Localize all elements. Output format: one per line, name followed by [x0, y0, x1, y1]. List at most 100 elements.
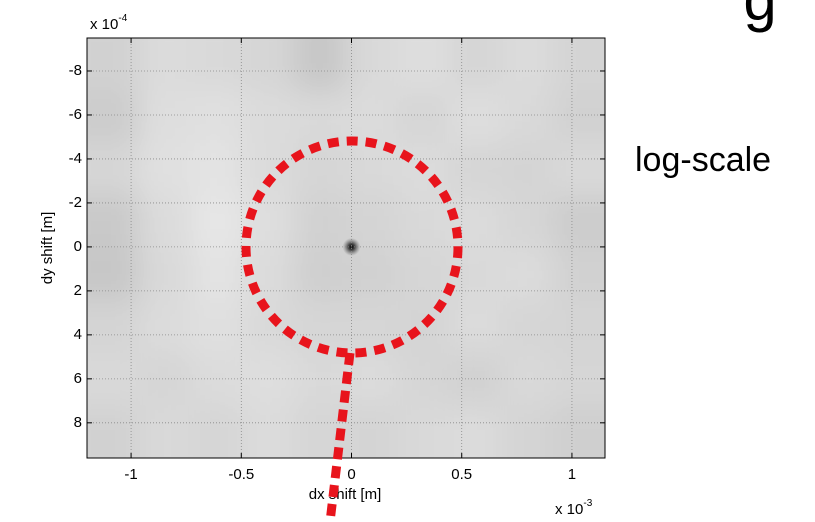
- heatmap-cell: [242, 300, 295, 354]
- heatmap-cell: [346, 300, 399, 354]
- heatmap-cell: [190, 353, 243, 406]
- heatmap-cell: [138, 143, 192, 196]
- y-multiplier-base: x 10: [90, 16, 118, 33]
- heatmap-cell: [294, 353, 347, 406]
- y-tick-label: -4: [69, 150, 82, 167]
- heatmap-cell: [449, 353, 502, 406]
- heatmap-cell: [242, 143, 295, 196]
- heatmap-cell: [553, 143, 605, 196]
- heatmap-cell: [190, 143, 243, 196]
- heatmap-cell: [138, 90, 192, 144]
- pointer-line: [325, 352, 355, 522]
- plot-frame: [86, 37, 606, 459]
- heatmap-cell: [501, 195, 554, 249]
- heatmap-cell: [87, 248, 140, 301]
- y-tick-label: 8: [74, 414, 82, 431]
- heatmap-cell: [138, 405, 192, 458]
- x-tick-label: 1: [568, 466, 576, 483]
- heatmap-cell: [190, 248, 243, 301]
- heatmap-cell: [294, 143, 347, 196]
- heatmap-cell: [449, 143, 502, 196]
- heatmap-cell: [294, 195, 347, 249]
- heatmap-cell: [138, 353, 192, 406]
- heatmap-cell: [397, 405, 451, 458]
- heatmap-cell: [190, 90, 243, 144]
- heatmap-cell: [190, 38, 243, 91]
- heatmap-cell: [138, 38, 192, 91]
- heatmap-cell: [397, 353, 451, 406]
- heatmap-cell: [138, 300, 192, 354]
- highlight-overlay: [241, 136, 463, 522]
- y-exponent: -4: [118, 13, 127, 24]
- heatmap-cell: [397, 195, 451, 249]
- heatmap-cell: [553, 300, 605, 354]
- heatmap-cell: [449, 195, 502, 249]
- heatmap-cell: [449, 405, 502, 458]
- y-tick-label: -2: [69, 194, 82, 211]
- x-multiplier: x 10-3: [555, 498, 593, 518]
- heatmap-cell: [553, 90, 605, 144]
- heatmap-cell: [397, 90, 451, 144]
- heatmap-cell: [501, 143, 554, 196]
- x-multiplier-base: x 10: [555, 501, 583, 518]
- x-tick-label: -1: [124, 466, 137, 483]
- heatmap-cell: [190, 300, 243, 354]
- heatmap-cell: [553, 195, 605, 249]
- y-tick-label: 4: [74, 326, 82, 343]
- annotation: log-scale: [635, 141, 771, 179]
- heatmap-cell: [553, 248, 605, 301]
- heatmap-cell: [242, 38, 295, 91]
- heatmap-cell: [242, 90, 295, 144]
- y-axis-label: dy shift [m]: [39, 212, 56, 285]
- heatmap-cell: [294, 38, 347, 91]
- y-tick-label: 6: [74, 370, 82, 387]
- x-tick-label: -0.5: [228, 466, 254, 483]
- x-tick-label: 0: [347, 466, 355, 483]
- heatmap-cell: [449, 90, 502, 144]
- heatmap-cell: [242, 195, 295, 249]
- x-axis-label: dx shift [m]: [309, 486, 382, 503]
- heatmap-cell: [87, 38, 140, 91]
- heatmap-cell: [346, 405, 399, 458]
- y-tick-label: 2: [74, 282, 82, 299]
- heatmap-cell: [87, 300, 140, 354]
- heatmap-cell: [346, 38, 399, 91]
- heatmap-cell: [501, 248, 554, 301]
- heatmap-cell: [397, 248, 451, 301]
- heatmap-cell: [501, 353, 554, 406]
- y-tick-label: -8: [69, 62, 82, 79]
- heatmap-cell: [553, 405, 605, 458]
- y-multiplier: x 10-4: [90, 13, 128, 33]
- heatmap-cell: [294, 90, 347, 144]
- heatmap-cell: [87, 405, 140, 458]
- heatmap-cell: [242, 353, 295, 406]
- heatmap-cell: [553, 353, 605, 406]
- x-exponent: -3: [583, 498, 592, 509]
- heatmap-cell: [501, 90, 554, 144]
- heatmap-cell: [87, 353, 140, 406]
- heatmap-cell: [87, 195, 140, 249]
- heatmap-cell: [138, 248, 192, 301]
- heatmap-cell: [190, 405, 243, 458]
- heatmap-cell: [397, 38, 451, 91]
- heatmap: [87, 38, 605, 458]
- heatmap-cell: [346, 248, 399, 301]
- heatmap-cell: [294, 248, 347, 301]
- heatmap-cell: [87, 143, 140, 196]
- heatmap-cell: [138, 195, 192, 249]
- y-tick-label: 0: [74, 238, 82, 255]
- x-tick-label: 0.5: [451, 466, 472, 483]
- heatmap-cell: [242, 405, 295, 458]
- heatmap-cell: [346, 353, 399, 406]
- heatmap-cell: [190, 195, 243, 249]
- heatmap-cell: [346, 90, 399, 144]
- heatmap-cell: [501, 38, 554, 91]
- heatmap-cell: [449, 300, 502, 354]
- highlight-circle: [241, 136, 463, 358]
- heading-fragment: g: [743, 0, 776, 33]
- y-tick-label: -6: [69, 106, 82, 123]
- heatmap-cell: [87, 90, 140, 144]
- heatmap-cell: [553, 38, 605, 91]
- heatmap-cell: [501, 405, 554, 458]
